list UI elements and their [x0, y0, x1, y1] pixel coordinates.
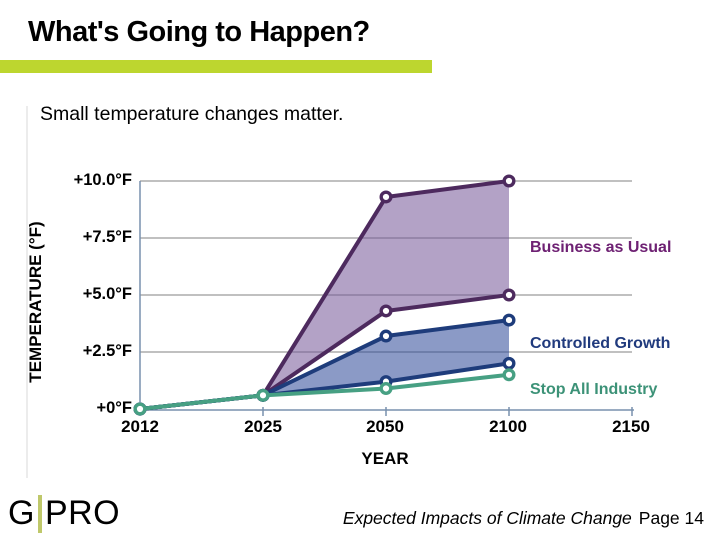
logo-divider-bar	[37, 494, 42, 533]
y-tick-label: +2.5°F	[82, 342, 132, 360]
y-tick-label: +7.5°F	[82, 228, 132, 246]
slide-subtitle: Small temperature changes matter.	[40, 103, 344, 125]
series-label-stop-all-industry: Stop All Industry	[530, 381, 658, 398]
x-tick-label: 2150	[612, 417, 650, 436]
x-tick-label: 2025	[244, 417, 282, 436]
title-accent-bar	[0, 60, 432, 73]
x-tick-label: 2050	[366, 417, 404, 436]
footer-page-number: Page 14	[638, 508, 704, 528]
company-logo: G PRO	[8, 494, 120, 533]
series-label-business-as-usual: Business as Usual	[530, 239, 672, 256]
footer-caption-title: Expected Impacts of Climate Change	[342, 508, 632, 528]
logo-right-text: PRO	[44, 494, 121, 532]
page-title: What's Going to Happen?	[28, 16, 370, 48]
series-label-controlled-growth: Controlled Growth	[530, 335, 671, 352]
y-tick-label: +0°F	[96, 399, 133, 417]
x-axis-title: YEAR	[361, 449, 409, 468]
y-tick-label: +5.0°F	[82, 285, 132, 303]
content-frame-edge	[26, 106, 28, 478]
logo-left-text: G	[8, 494, 35, 532]
y-tick-label: +10.0°F	[73, 171, 132, 189]
x-tick-label: 2012	[121, 417, 159, 436]
x-tick-label: 2100	[489, 417, 527, 436]
footer-caption: Expected Impacts of Climate Change Page 1…	[343, 508, 704, 529]
